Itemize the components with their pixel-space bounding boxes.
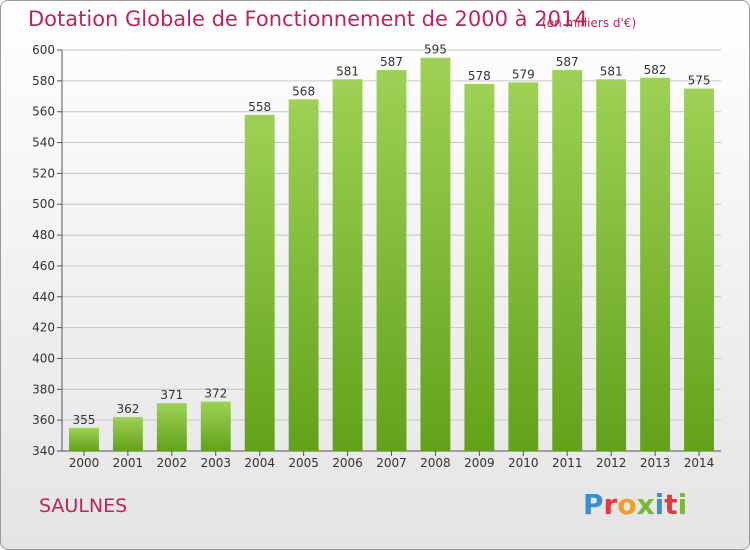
commune-name: SAULNES — [39, 495, 128, 517]
logo-letter: x — [636, 488, 655, 521]
data-label: 579 — [512, 67, 535, 81]
y-tick-label: 340 — [32, 444, 55, 458]
x-tick-label: 2010 — [508, 456, 539, 470]
proxiti-logo[interactable]: Proxiti — [583, 488, 687, 521]
bar — [464, 83, 495, 451]
bar — [244, 114, 275, 452]
data-label: 372 — [204, 387, 227, 401]
x-tick-label: 2001 — [113, 456, 144, 470]
bar — [684, 88, 714, 452]
data-label: 595 — [424, 43, 447, 57]
bar — [596, 79, 627, 452]
data-label: 575 — [688, 74, 711, 88]
x-tick-label: 2014 — [684, 456, 715, 470]
data-label: 587 — [380, 55, 403, 69]
bar — [69, 427, 99, 451]
bar — [640, 77, 671, 451]
data-label: 568 — [292, 84, 315, 98]
logo-letter: r — [603, 488, 618, 521]
y-tick-label: 380 — [32, 382, 55, 396]
logo-letter: o — [617, 488, 637, 521]
bar — [332, 79, 363, 452]
logo-letter: i — [654, 488, 665, 521]
y-tick-label: 440 — [32, 290, 55, 304]
data-label: 558 — [248, 100, 271, 114]
y-tick-label: 480 — [32, 228, 55, 242]
data-label: 581 — [600, 64, 623, 78]
unit-note: (en milliers d'€) — [542, 16, 637, 30]
chart-title: Dotation Globale de Fonctionnement de 20… — [28, 7, 588, 31]
bar — [508, 82, 539, 451]
x-tick-label: 2004 — [244, 456, 275, 470]
bar — [156, 403, 187, 451]
x-tick-label: 2007 — [376, 456, 407, 470]
data-label: 582 — [644, 63, 667, 77]
y-tick-label: 600 — [32, 43, 55, 57]
x-tick-label: 2011 — [552, 456, 583, 470]
x-tick-label: 2005 — [288, 456, 319, 470]
data-label: 587 — [556, 55, 579, 69]
data-label: 371 — [160, 388, 183, 402]
y-tick-label: 580 — [32, 74, 55, 88]
x-tick-label: 2006 — [332, 456, 363, 470]
x-tick-label: 2009 — [464, 456, 495, 470]
bar — [376, 70, 407, 452]
y-tick-label: 520 — [32, 166, 55, 180]
x-tick-label: 2008 — [420, 456, 451, 470]
bar — [420, 57, 451, 451]
y-tick-label: 400 — [32, 351, 55, 365]
bar — [112, 417, 143, 451]
y-tick-label: 560 — [32, 105, 55, 119]
y-tick-label: 360 — [32, 413, 55, 427]
logo-letter: t — [664, 488, 678, 521]
data-label: 362 — [116, 402, 139, 416]
x-tick-label: 2003 — [200, 456, 231, 470]
y-tick-label: 420 — [32, 321, 55, 335]
logo-letter: i — [677, 488, 688, 521]
bar — [200, 401, 231, 451]
x-tick-label: 2013 — [640, 456, 671, 470]
bar — [288, 99, 319, 451]
logo-letter: P — [583, 488, 604, 521]
y-tick-label: 460 — [32, 259, 55, 273]
data-label: 355 — [73, 413, 96, 427]
x-tick-label: 2000 — [69, 456, 100, 470]
x-tick-label: 2012 — [596, 456, 627, 470]
y-tick-label: 540 — [32, 136, 55, 150]
y-tick-label: 500 — [32, 197, 55, 211]
data-label: 581 — [336, 64, 359, 78]
x-tick-label: 2002 — [157, 456, 188, 470]
bar — [552, 70, 583, 452]
data-label: 578 — [468, 69, 491, 83]
